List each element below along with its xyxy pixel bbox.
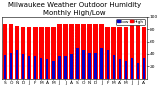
Bar: [81, 24, 86, 79]
Bar: [58, 56, 60, 79]
Bar: [9, 24, 13, 79]
Bar: [28, 56, 30, 79]
Bar: [27, 27, 32, 79]
Bar: [100, 48, 103, 79]
Legend: Low, High: Low, High: [116, 19, 145, 25]
Bar: [3, 24, 7, 79]
Bar: [88, 53, 91, 79]
Bar: [87, 24, 92, 79]
Bar: [51, 27, 56, 79]
Bar: [10, 53, 12, 79]
Bar: [45, 27, 50, 79]
Bar: [143, 58, 145, 79]
Bar: [82, 50, 85, 79]
Bar: [34, 56, 36, 79]
Bar: [119, 59, 121, 79]
Bar: [136, 24, 140, 79]
Bar: [75, 24, 80, 79]
Bar: [93, 24, 98, 79]
Bar: [112, 27, 116, 79]
Bar: [125, 61, 127, 79]
Bar: [57, 24, 62, 79]
Bar: [142, 27, 146, 79]
Bar: [117, 27, 122, 79]
Title: Milwaukee Weather Outdoor Humidity
Monthly High/Low: Milwaukee Weather Outdoor Humidity Month…: [8, 2, 141, 16]
Bar: [69, 24, 74, 79]
Bar: [52, 61, 55, 79]
Bar: [4, 55, 6, 79]
Bar: [94, 53, 97, 79]
Bar: [21, 27, 25, 79]
Bar: [99, 24, 104, 79]
Bar: [130, 24, 134, 79]
Bar: [131, 58, 133, 79]
Bar: [105, 27, 110, 79]
Bar: [76, 48, 79, 79]
Bar: [33, 27, 38, 79]
Bar: [124, 27, 128, 79]
Bar: [16, 50, 18, 79]
Bar: [112, 55, 115, 79]
Bar: [39, 27, 44, 79]
Bar: [63, 24, 68, 79]
Bar: [107, 50, 109, 79]
Bar: [46, 59, 48, 79]
Bar: [137, 63, 139, 79]
Bar: [64, 56, 67, 79]
Bar: [15, 26, 19, 79]
Bar: [22, 54, 24, 79]
Bar: [40, 58, 42, 79]
Bar: [70, 54, 73, 79]
